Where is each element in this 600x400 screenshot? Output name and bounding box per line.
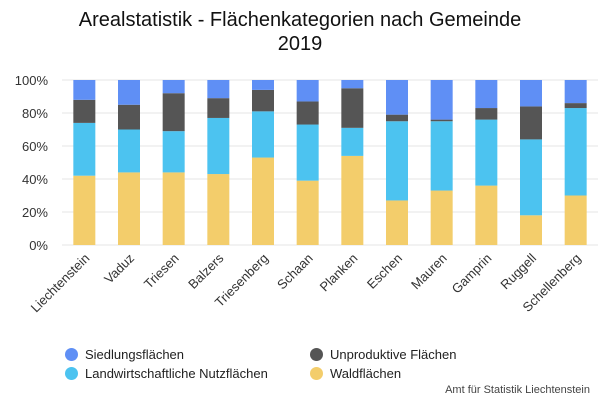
- legend-item[interactable]: Unproduktive Flächen: [310, 346, 535, 363]
- bar-segment-waldflächen: [341, 155, 364, 245]
- legend-label: Landwirtschaftliche Nutzflächen: [85, 366, 268, 381]
- x-tick-label: Triesen: [141, 251, 182, 292]
- bar-segment-landwirtschaftliche-nutzflächen: [207, 117, 230, 175]
- legend-swatch: [65, 367, 78, 380]
- bar-segment-landwirtschaftliche-nutzflächen: [296, 124, 319, 181]
- bar-segment-siedlungsflächen: [162, 80, 185, 94]
- source-credit: Amt für Statistik Liechtenstein: [445, 384, 590, 396]
- bar-segment-unproduktive-flächen: [475, 108, 498, 120]
- y-tick-label: 20%: [22, 205, 48, 220]
- legend-swatch: [310, 348, 323, 361]
- y-tick-label: 100%: [15, 73, 49, 88]
- y-tick-label: 80%: [22, 106, 48, 121]
- bar-segment-waldflächen: [73, 175, 96, 245]
- bar-segment-waldflächen: [475, 185, 498, 245]
- bar-segment-unproduktive-flächen: [296, 101, 319, 125]
- bar-segment-waldflächen: [296, 180, 319, 245]
- bar-segment-unproduktive-flächen: [162, 93, 185, 132]
- stacked-bar-chart: 0% 20% 40% 60% 80% 100% Liechtenstein Vaduz Trie…: [15, 73, 598, 316]
- bar-segment-siedlungsflächen: [207, 80, 230, 99]
- legend-label: Unproduktive Flächen: [330, 347, 457, 362]
- bar-segment-siedlungsflächen: [430, 80, 453, 120]
- bar-segment-unproduktive-flächen: [252, 89, 274, 112]
- bar-segment-unproduktive-flächen: [520, 106, 542, 140]
- legend-swatch: [310, 367, 323, 380]
- bar-segment-unproduktive-flächen: [341, 88, 364, 128]
- bar-segment-unproduktive-flächen: [207, 98, 230, 118]
- bar-segment-waldflächen: [564, 195, 587, 245]
- bar-segment-siedlungsflächen: [341, 80, 364, 89]
- bar-segment-landwirtschaftliche-nutzflächen: [430, 121, 453, 191]
- x-tick-label: Mauren: [408, 251, 450, 293]
- bar-segment-landwirtschaftliche-nutzflächen: [73, 122, 96, 176]
- bar-segment-unproduktive-flächen: [386, 114, 408, 122]
- bar-segment-landwirtschaftliche-nutzflächen: [252, 111, 274, 158]
- bar-segment-unproduktive-flächen: [564, 103, 587, 109]
- y-tick-label: 60%: [22, 139, 48, 154]
- bar-segment-waldflächen: [207, 174, 230, 245]
- x-tick-label: Planken: [317, 251, 361, 295]
- bar-segment-waldflächen: [520, 215, 542, 245]
- x-tick-label: Balzers: [185, 250, 227, 292]
- legend-label: Waldflächen: [330, 366, 402, 381]
- bar-segment-landwirtschaftliche-nutzflächen: [475, 119, 498, 186]
- bar-segment-unproduktive-flächen: [73, 99, 96, 123]
- bar-segment-landwirtschaftliche-nutzflächen: [520, 139, 542, 216]
- bar-segment-siedlungsflächen: [520, 80, 542, 107]
- chart-title-main: Arealstatistik - Flächenkategorien nach …: [78, 9, 522, 31]
- bar-segment-siedlungsflächen: [564, 80, 587, 104]
- bar-segment-siedlungsflächen: [73, 80, 96, 100]
- legend-item[interactable]: Landwirtschaftliche Nutzflächen: [65, 365, 310, 382]
- bar-segment-siedlungsflächen: [252, 80, 274, 90]
- x-tick-label: Eschen: [364, 251, 405, 292]
- bar-segment-waldflächen: [252, 157, 274, 245]
- bar-segment-siedlungsflächen: [118, 80, 140, 105]
- bar-segment-landwirtschaftliche-nutzflächen: [386, 121, 408, 201]
- chart-subtitle: 2019: [277, 33, 323, 55]
- bar-segment-waldflächen: [386, 200, 408, 245]
- bar-segment-landwirtschaftliche-nutzflächen: [118, 129, 140, 173]
- legend-item[interactable]: Siedlungsflächen: [65, 346, 310, 363]
- x-tick-label: Vaduz: [101, 251, 137, 287]
- x-tick-label: Liechtenstein: [28, 251, 93, 316]
- bar-segment-unproduktive-flächen: [430, 119, 453, 122]
- legend-label: Siedlungsflächen: [85, 347, 185, 362]
- bar-segment-waldflächen: [430, 190, 453, 245]
- y-tick-label: 40%: [22, 172, 48, 187]
- chart-legend: Siedlungsflächen Unproduktive Flächen Land…: [65, 346, 535, 382]
- bar-segment-unproduktive-flächen: [118, 104, 140, 130]
- bar-segment-siedlungsflächen: [296, 80, 319, 102]
- bar-segment-siedlungsflächen: [386, 80, 408, 115]
- bar-segment-waldflächen: [162, 172, 185, 245]
- x-tick-label: Ruggell: [497, 250, 539, 292]
- bar-segment-landwirtschaftliche-nutzflächen: [341, 127, 364, 156]
- bar-segment-landwirtschaftliche-nutzflächen: [162, 131, 185, 173]
- x-tick-label: Gamprin: [449, 251, 495, 297]
- x-tick-label: Schaan: [274, 251, 316, 293]
- bar-segment-landwirtschaftliche-nutzflächen: [564, 108, 587, 196]
- legend-item[interactable]: Waldflächen: [310, 365, 535, 382]
- chart-title: Arealstatistik - Flächenkategorien nach …: [0, 8, 600, 56]
- legend-swatch: [65, 348, 78, 361]
- y-tick-label: 0%: [29, 238, 48, 253]
- bar-segment-siedlungsflächen: [475, 80, 498, 109]
- bar-segment-waldflächen: [118, 172, 140, 245]
